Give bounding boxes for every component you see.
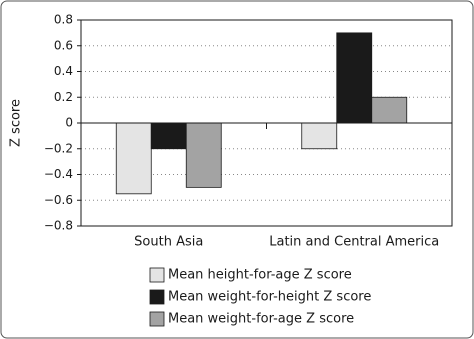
- legend-label: Mean height-for-age Z score: [168, 268, 352, 283]
- legend-swatch: [149, 311, 165, 327]
- y-tick-label: −0.4: [44, 167, 73, 181]
- x-tick-label: South Asia: [134, 235, 203, 250]
- bar: [371, 96, 408, 124]
- y-tick-label: −0.6: [44, 193, 73, 207]
- bar: [301, 122, 338, 150]
- legend-swatch: [149, 267, 165, 283]
- plot-frame: [80, 19, 453, 227]
- bar: [115, 122, 152, 195]
- y-axis-label: Z score: [9, 99, 24, 147]
- bar: [336, 32, 373, 124]
- y-tick-label: 0.4: [54, 64, 73, 78]
- bar: [185, 122, 222, 188]
- y-tick-label: 0.8: [54, 13, 73, 27]
- y-tick-label: −0.2: [44, 141, 73, 155]
- bar: [150, 122, 187, 150]
- y-tick-label: 0.2: [54, 90, 73, 104]
- y-tick-label: 0: [65, 116, 73, 130]
- legend-swatch: [149, 289, 165, 305]
- legend-label: Mean weight-for-height Z score: [168, 290, 371, 305]
- x-tick-label: Latin and Central America: [269, 235, 439, 250]
- legend-label: Mean weight-for-age Z score: [168, 312, 354, 327]
- y-tick-label: 0.6: [54, 38, 73, 52]
- y-tick-label: −0.8: [44, 219, 73, 233]
